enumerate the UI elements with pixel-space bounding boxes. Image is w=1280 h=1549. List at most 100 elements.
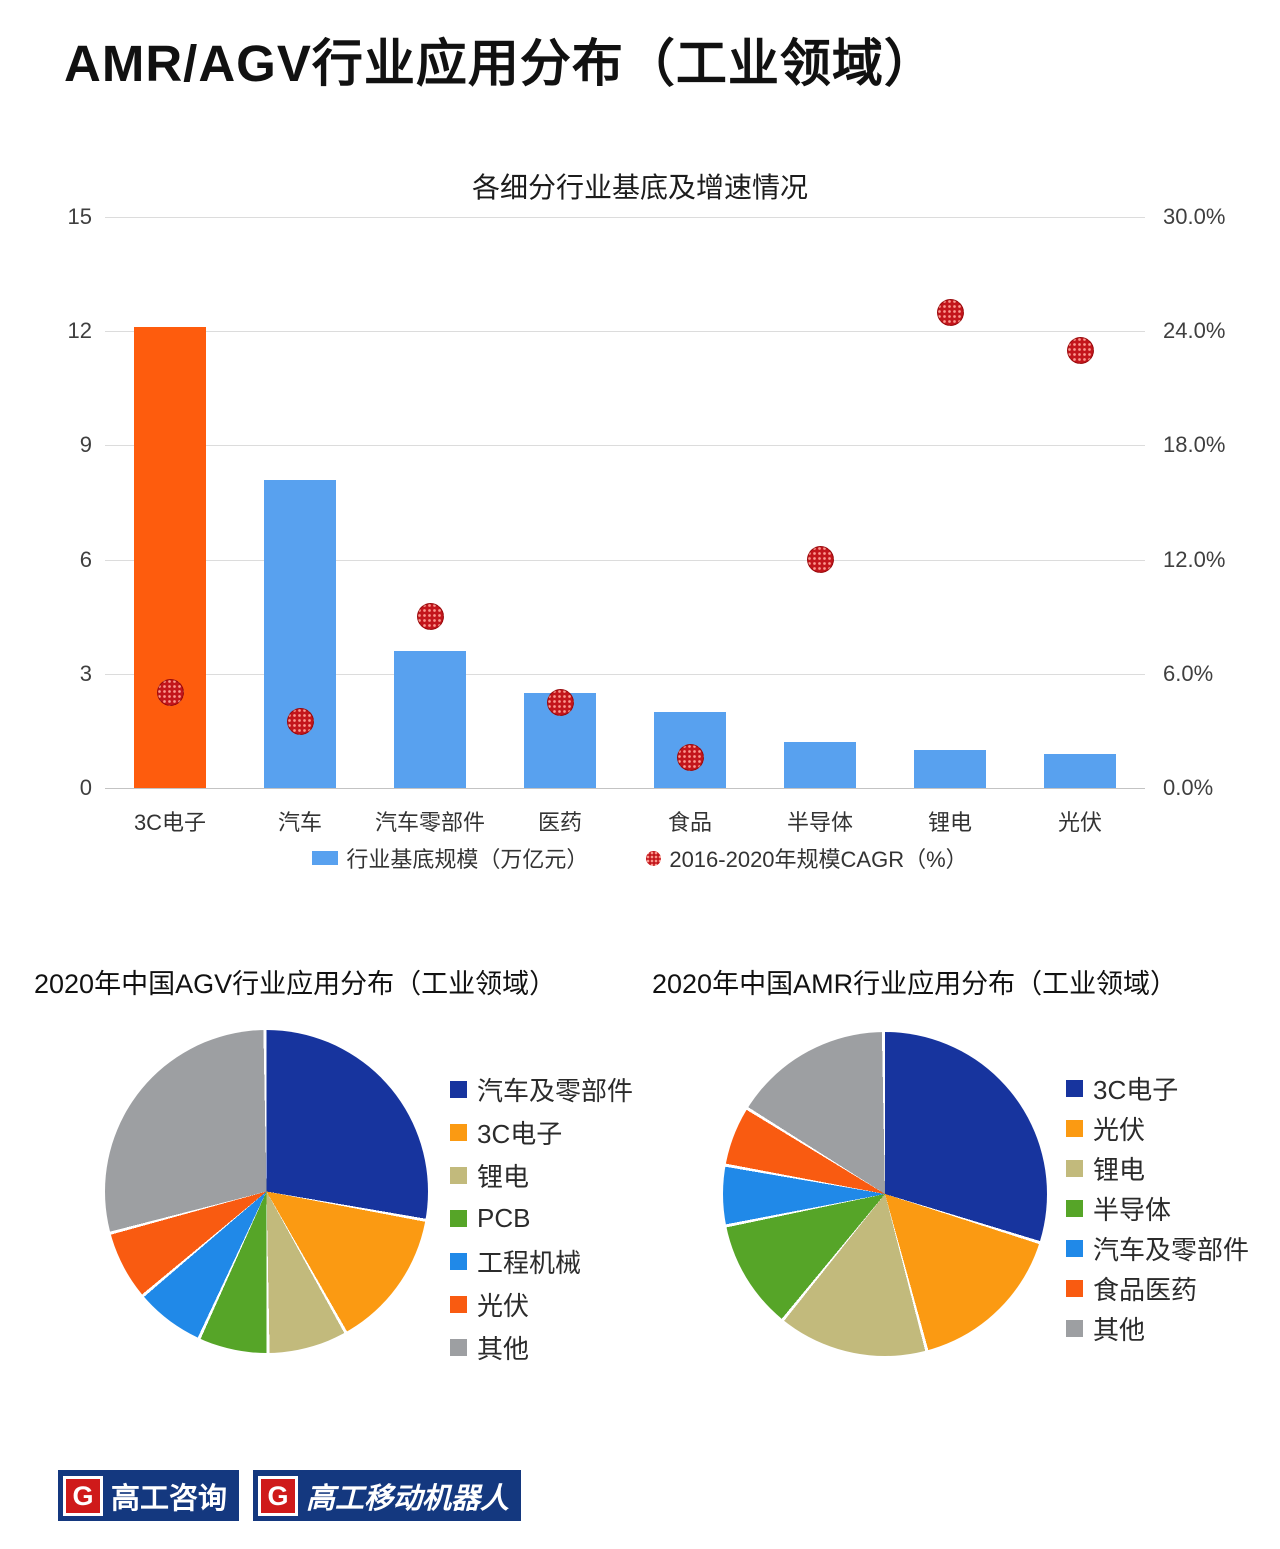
x-axis-label: 汽车零部件 bbox=[374, 810, 485, 835]
pie-legend-swatch bbox=[450, 1339, 467, 1356]
right-axis-tick-label: 18.0% bbox=[1163, 432, 1226, 458]
right-axis-tick-label: 24.0% bbox=[1163, 318, 1226, 344]
grid-line bbox=[105, 788, 1145, 789]
pie-legend-swatch bbox=[450, 1296, 467, 1313]
cagr-dot-医药 bbox=[546, 688, 574, 716]
x-axis-label: 医药 bbox=[537, 810, 582, 835]
grid-line bbox=[105, 217, 1145, 218]
cagr-dot-3C电子 bbox=[156, 679, 184, 707]
pie-legend-label: 半导体 bbox=[1093, 1194, 1172, 1225]
pie-legend-label: 3C电子 bbox=[1093, 1074, 1179, 1105]
logo-text: 高工移动机器人 bbox=[306, 1482, 510, 1515]
pie-legend-label: 工程机械 bbox=[477, 1248, 582, 1278]
grid-line bbox=[105, 445, 1145, 447]
right-axis-tick-label: 30.0% bbox=[1163, 204, 1226, 229]
pie-legend-swatch bbox=[1066, 1159, 1083, 1177]
pie-legend-label: 其他 bbox=[1093, 1314, 1146, 1345]
pie-legend-label: 汽车及零部件 bbox=[1093, 1234, 1250, 1265]
pie-legend-item: 半导体 bbox=[1066, 1188, 1249, 1228]
pie-legend-item: 其他 bbox=[1066, 1308, 1249, 1348]
cagr-series-swatch bbox=[646, 850, 662, 866]
pie-legend-item: 锂电 bbox=[1066, 1148, 1249, 1188]
legend-item-bar-series: 行业基底规模（万亿元） bbox=[312, 842, 588, 874]
combo-chart-legend: 行业基底规模（万亿元） 2016-2020年规模CAGR（%） bbox=[0, 842, 1280, 874]
gaogong-consulting-logo: G 高工咨询 bbox=[58, 1470, 240, 1521]
grid-line bbox=[105, 559, 1145, 561]
bar-series-swatch bbox=[312, 851, 339, 865]
amr-pie-chart bbox=[723, 1032, 1047, 1356]
pie-legend-item: 3C电子 bbox=[450, 1111, 633, 1154]
pie-legend-item: 汽车及零部件 bbox=[1066, 1228, 1249, 1268]
pie-legend-swatch bbox=[1066, 1319, 1083, 1337]
pie-legend-item: 光伏 bbox=[1066, 1108, 1249, 1148]
left-axis-tick-label: 3 bbox=[79, 660, 92, 686]
amr-pie-legend: 3C电子光伏锂电半导体汽车及零部件 食品医药其他 bbox=[1066, 1068, 1249, 1348]
cagr-dot-光伏 bbox=[1066, 336, 1094, 364]
x-axis-label: 食品 bbox=[667, 810, 712, 835]
pie-legend-label: 锂电 bbox=[477, 1162, 530, 1192]
x-axis-label: 3C电子 bbox=[133, 810, 207, 835]
left-axis-tick-label: 0 bbox=[79, 775, 92, 800]
x-axis-label: 光伏 bbox=[1057, 810, 1102, 835]
bar-汽车 bbox=[264, 479, 336, 788]
pie-legend-swatch bbox=[1066, 1279, 1083, 1297]
pie-legend-label: 锂电 bbox=[1093, 1154, 1146, 1185]
g-logo-icon: G bbox=[258, 1475, 298, 1516]
pie-legend-item: 工程机械 bbox=[450, 1240, 633, 1283]
pie-legend-label: 汽车及零部件 bbox=[477, 1076, 634, 1106]
cagr-dot-锂电 bbox=[936, 298, 964, 326]
pie-legend-item: 光伏 bbox=[450, 1283, 633, 1326]
pie-legend-item: 3C电子 bbox=[1066, 1068, 1249, 1108]
cagr-dot-汽车零部件 bbox=[416, 603, 444, 631]
grid-line bbox=[105, 673, 1145, 675]
pie-legend-swatch bbox=[450, 1081, 467, 1098]
page-title: AMR/AGV行业应用分布（工业领域） bbox=[64, 35, 936, 92]
cagr-dot-半导体 bbox=[806, 546, 834, 574]
x-axis-label: 汽车 bbox=[277, 810, 322, 835]
pie-legend-swatch bbox=[1066, 1199, 1083, 1217]
right-axis-tick-label: 0.0% bbox=[1163, 775, 1214, 800]
left-axis-tick-label: 6 bbox=[79, 546, 92, 572]
pie-legend-item: 其他 bbox=[450, 1326, 633, 1369]
bar-半导体 bbox=[784, 742, 856, 788]
grid-line bbox=[105, 331, 1145, 333]
pie-legend-label: 光伏 bbox=[1093, 1114, 1146, 1145]
combo-chart-plot-area bbox=[105, 217, 1145, 789]
agv-pie-legend: 汽车及零部件 3C电子锂电 PCB 工程机械光伏其他 bbox=[450, 1068, 633, 1369]
left-axis-tick-label: 12 bbox=[67, 318, 92, 344]
pie-legend-label: 3C电子 bbox=[477, 1119, 563, 1149]
pie-legend-label: PCB bbox=[477, 1203, 531, 1233]
pie-legend-swatch bbox=[450, 1124, 467, 1141]
pie-legend-item: 食品医药 bbox=[1066, 1268, 1249, 1308]
agv-pie-chart bbox=[105, 1030, 428, 1353]
x-axis-label: 锂电 bbox=[927, 810, 972, 835]
pie-legend-item: 汽车及零部件 bbox=[450, 1068, 633, 1111]
pie-legend-label: 食品医药 bbox=[1093, 1274, 1198, 1305]
pie-legend-swatch bbox=[1066, 1239, 1083, 1257]
cagr-series-label: 2016-2020年规模CAGR（%） bbox=[669, 847, 968, 872]
pie-legend-item: PCB bbox=[450, 1197, 633, 1240]
cagr-dot-食品 bbox=[676, 744, 704, 772]
pie-legend-swatch bbox=[450, 1210, 467, 1227]
bar-光伏 bbox=[1044, 753, 1116, 788]
combo-chart-title: 各细分行业基底及增速情况 bbox=[471, 172, 808, 203]
bar-series-label: 行业基底规模（万亿元） bbox=[346, 847, 589, 872]
bar-汽车零部件 bbox=[394, 650, 466, 788]
right-axis-tick-label: 6.0% bbox=[1163, 660, 1214, 686]
bar-3C电子 bbox=[134, 327, 206, 788]
agv-pie-title: 2020年中国AGV行业应用分布（工业领域） bbox=[34, 969, 557, 999]
x-axis-label: 半导体 bbox=[786, 810, 853, 835]
cagr-dot-汽车 bbox=[286, 707, 314, 735]
pie-legend-swatch bbox=[1066, 1119, 1083, 1137]
right-axis-tick-label: 12.0% bbox=[1163, 546, 1226, 572]
g-logo-icon: G bbox=[63, 1475, 103, 1516]
left-axis-tick-label: 15 bbox=[67, 204, 92, 229]
logo-text: 高工咨询 bbox=[111, 1482, 228, 1515]
gaogong-mobile-robot-logo: G 高工移动机器人 bbox=[253, 1470, 522, 1521]
pie-legend-swatch bbox=[450, 1167, 467, 1184]
pie-legend-label: 光伏 bbox=[477, 1291, 530, 1321]
left-axis-tick-label: 9 bbox=[79, 432, 92, 458]
bar-锂电 bbox=[914, 749, 986, 788]
legend-item-cagr-series: 2016-2020年规模CAGR（%） bbox=[646, 842, 968, 874]
pie-legend-swatch bbox=[450, 1253, 467, 1270]
